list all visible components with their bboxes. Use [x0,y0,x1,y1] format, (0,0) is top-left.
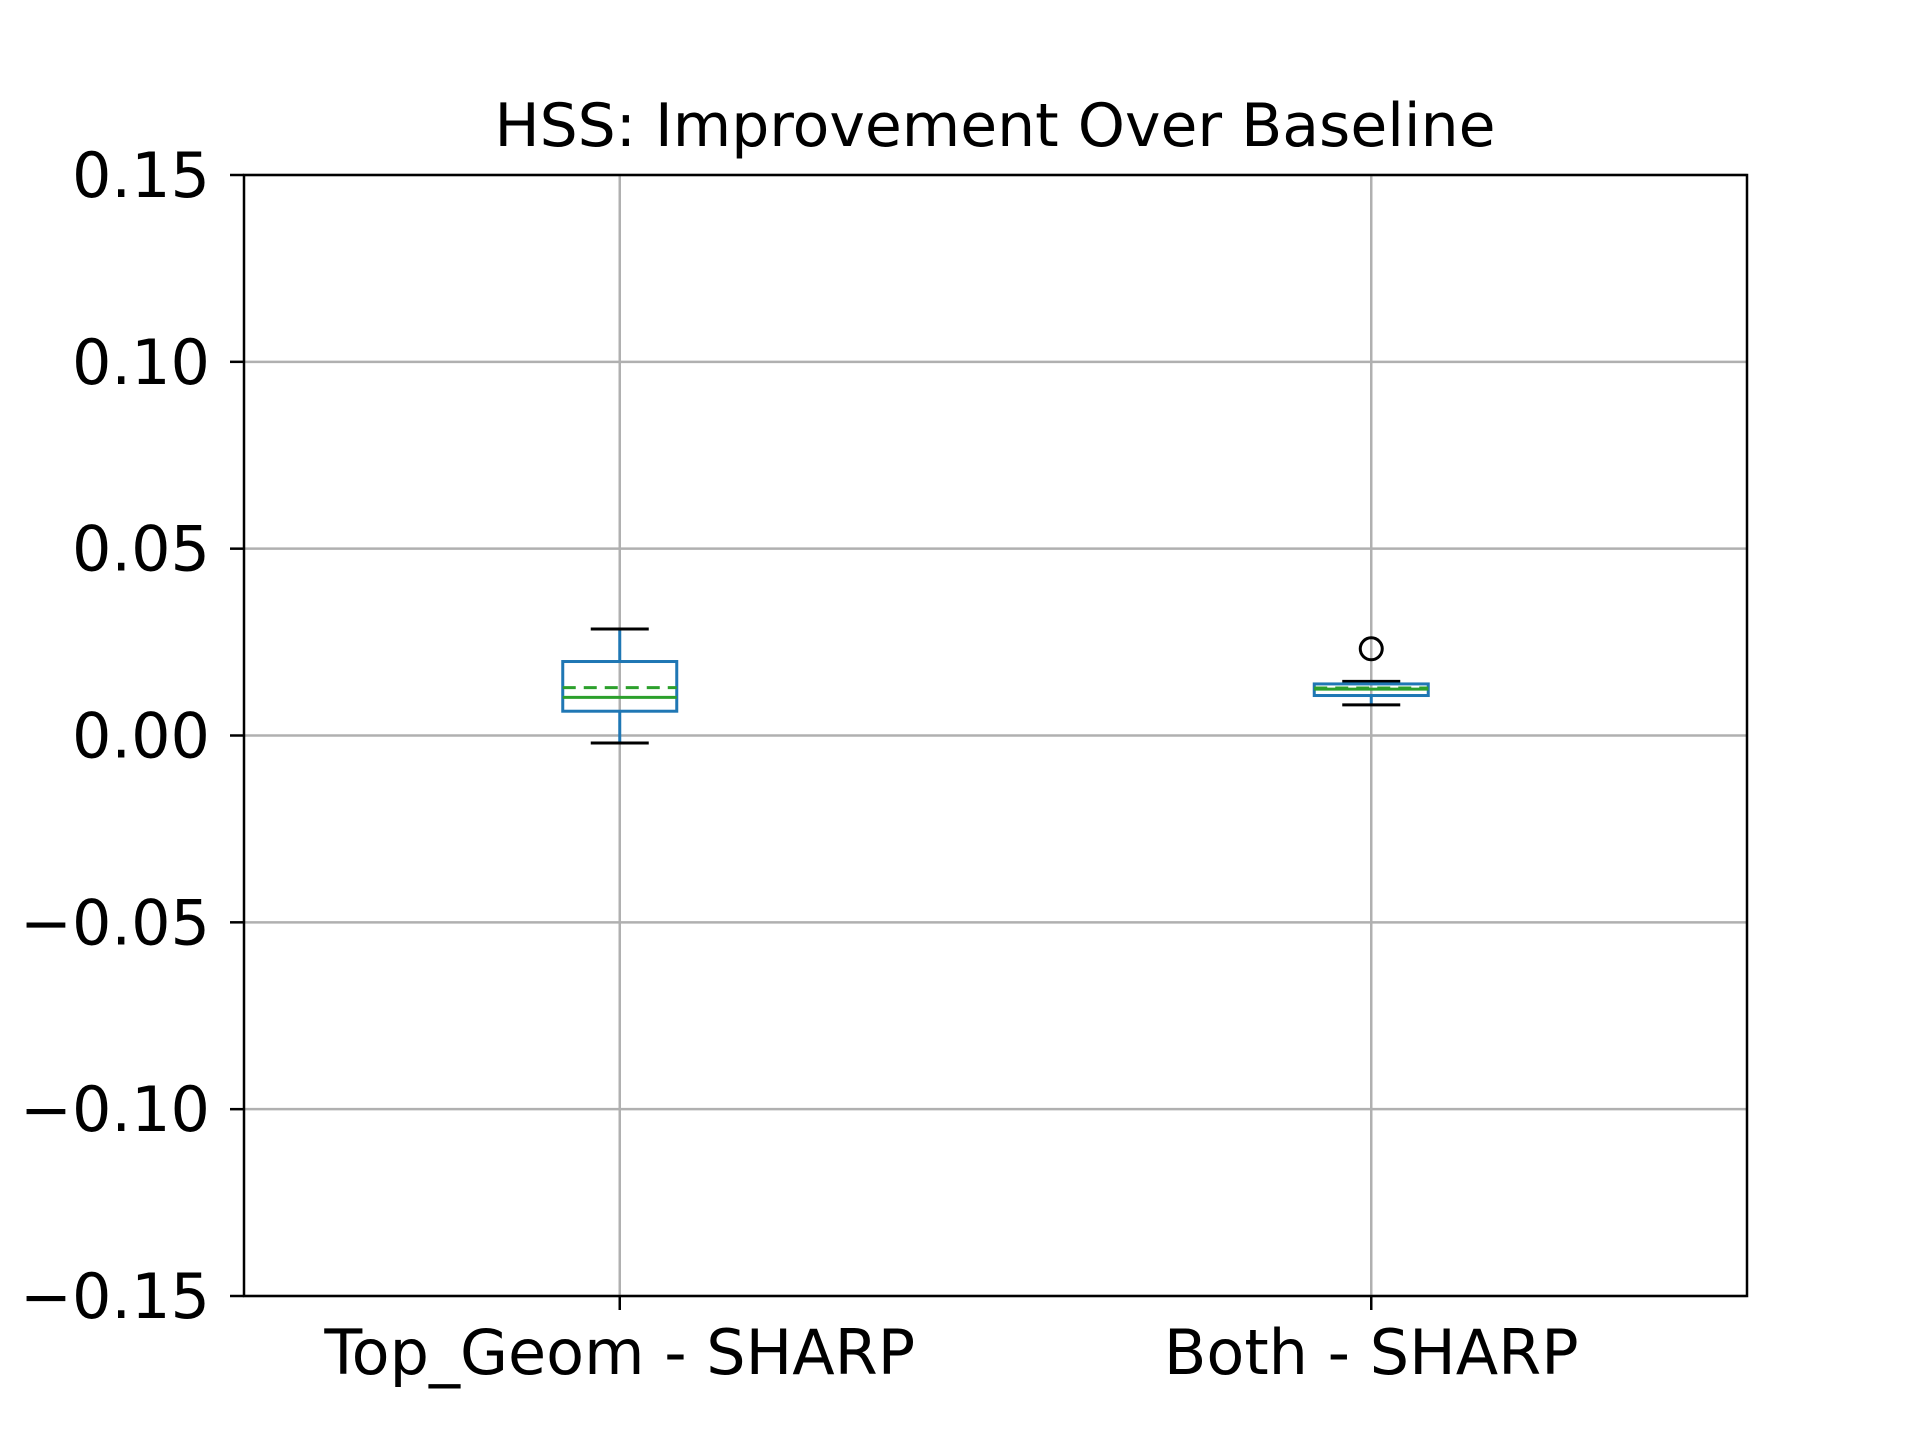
y-tick-label: −0.10 [20,1073,210,1146]
outlier-point [1358,636,1384,662]
box-group [1312,636,1430,707]
y-tick-label: 0.05 [72,513,210,586]
y-tick-label: 0.00 [72,700,210,773]
x-tick-label: Top_Geom - SHARP [323,1316,915,1389]
x-tick-label: Both - SHARP [1164,1316,1579,1389]
grid-layer [244,173,1747,1298]
box-group [561,627,679,745]
y-tick-label: −0.05 [20,886,210,959]
y-tick-label: 0.15 [72,139,210,212]
chart-title: HSS: Improvement Over Baseline [494,91,1495,161]
boxes-layer [561,627,1430,745]
y-tick-label: −0.15 [20,1260,210,1333]
y-tick-label: 0.10 [72,326,210,399]
tick-layer: 0.15 0.10 0.05 0.00 −0.05 −0.10 −0.15 Top_Geom … [20,139,1579,1389]
